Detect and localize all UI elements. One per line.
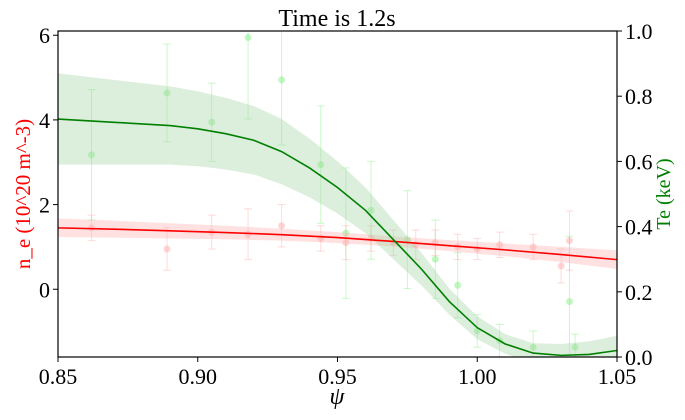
te-point — [278, 76, 286, 84]
x-axis-label: ψ — [330, 384, 346, 410]
te-point — [208, 118, 216, 126]
ne-point — [496, 241, 504, 249]
te-point — [454, 281, 462, 289]
chart-title: Time is 1.2s — [278, 6, 395, 32]
te-point — [88, 151, 96, 159]
y-axis-right-label: Te (keV) — [653, 158, 675, 229]
ne-point — [244, 230, 252, 238]
y-right-tick-label: 1.0 — [625, 19, 653, 44]
te-point — [342, 229, 350, 237]
y-right-tick-label: 0.6 — [625, 149, 653, 174]
te-point — [571, 343, 579, 351]
ne-fit-line — [58, 227, 617, 261]
y-left-tick-label: 4 — [39, 108, 50, 133]
te-point — [565, 298, 573, 306]
te-point — [367, 206, 375, 214]
x-tick-label: 0.85 — [39, 364, 78, 389]
x-tick-label: 1.00 — [458, 364, 497, 389]
ne-point — [557, 262, 565, 270]
te-point — [317, 161, 325, 169]
x-tick-label: 0.95 — [318, 364, 357, 389]
ne-point — [278, 222, 286, 230]
y-right-tick-label: 0.8 — [625, 84, 653, 109]
y-right-tick-label: 0.0 — [625, 345, 653, 370]
plot-area — [58, 31, 617, 357]
te-point — [431, 255, 439, 263]
te-point — [529, 343, 537, 351]
te-point — [403, 236, 411, 244]
ne-point — [529, 243, 537, 251]
te-fit-line — [58, 118, 617, 357]
y-left-tick-label: 0 — [39, 277, 50, 302]
x-tick-label: 1.05 — [598, 364, 637, 389]
y-right-tick-label: 0.4 — [625, 215, 653, 240]
te-confidence-band — [58, 73, 617, 357]
ne-point — [163, 245, 171, 253]
x-tick-label: 0.90 — [179, 364, 218, 389]
y-right-tick-label: 0.2 — [625, 280, 653, 305]
te-point — [244, 34, 252, 42]
ne-point — [565, 237, 573, 245]
ne-point — [342, 239, 350, 247]
y-left-tick-label: 6 — [39, 23, 50, 48]
y-left-tick-label: 2 — [39, 193, 50, 218]
te-point — [163, 89, 171, 97]
y-axis-left-label: n_e (10^20 m^-3) — [11, 119, 35, 269]
